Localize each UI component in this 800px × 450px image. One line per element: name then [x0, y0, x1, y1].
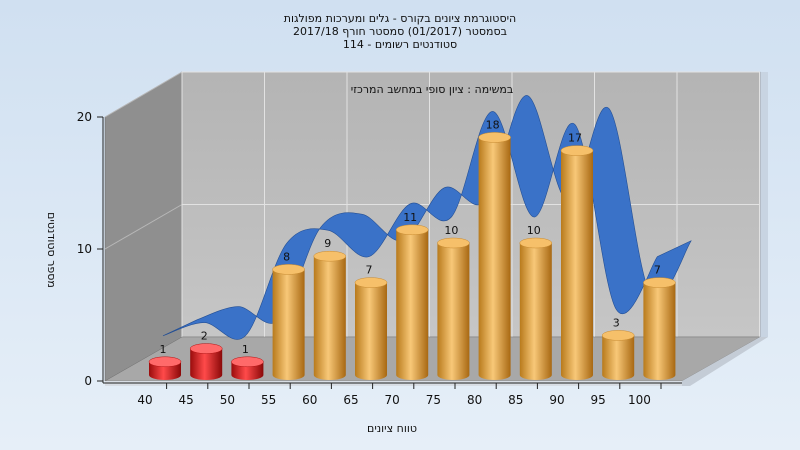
bar — [643, 277, 676, 380]
bars-group — [148, 132, 676, 380]
bar-top — [478, 132, 511, 143]
bar-top — [148, 356, 182, 368]
y-tick-label: 20 — [77, 110, 92, 124]
bar-body — [437, 243, 470, 380]
data-label: 10 — [444, 224, 458, 237]
data-label: 2 — [201, 330, 208, 343]
x-tick-label: 95 — [591, 393, 606, 407]
x-tick-label: 80 — [467, 393, 482, 407]
chart-title-line-1: היסטוגרמת ציונים בקורס - גלים ומערכות מפ… — [284, 12, 516, 25]
x-tick-label: 90 — [549, 393, 564, 407]
bar-top — [643, 277, 676, 288]
bar — [354, 277, 388, 380]
bar-top — [437, 237, 470, 249]
bar-top — [313, 250, 347, 262]
y-ticks-group: 0 10 20 — [77, 110, 103, 388]
bar — [189, 343, 223, 380]
bar-top — [560, 145, 594, 156]
data-label: 1 — [242, 343, 249, 356]
bar — [560, 145, 594, 380]
x-tick-label: 45 — [179, 393, 194, 407]
back-gridlines — [104, 71, 760, 337]
x-tick-label: 40 — [137, 393, 152, 407]
bar-body — [478, 137, 511, 380]
bar-body — [519, 243, 552, 380]
bar-body — [602, 335, 635, 380]
bar — [601, 330, 635, 380]
x-tick-label: 60 — [302, 393, 317, 407]
data-label: 7 — [654, 264, 661, 277]
bar-body — [272, 269, 305, 380]
x-tick-label: 55 — [261, 393, 276, 407]
x-tick-label: 75 — [426, 393, 441, 407]
bar — [231, 356, 264, 380]
data-label: 8 — [283, 250, 290, 263]
chart-subtitle: במשימה : ציון סופי במחשב המרכזי — [351, 83, 514, 96]
bar-top — [189, 343, 223, 354]
data-label: 10 — [527, 224, 541, 237]
bar-body — [561, 150, 593, 380]
y-tick-label: 0 — [84, 374, 92, 388]
plot-floor-right-edge — [682, 337, 768, 386]
x-tick-label: 65 — [343, 393, 358, 407]
plot-right-rim — [760, 72, 768, 341]
y-tick-label: 10 — [77, 242, 92, 256]
chart-title-line-3: סטודנטים רשומים - 114 — [343, 38, 457, 51]
y-axis-label: מספר סטודנטים — [45, 212, 58, 288]
bar-top — [272, 264, 305, 275]
data-label: 11 — [403, 211, 417, 224]
x-ticks-group: 40 45 50 55 60 65 70 75 80 85 90 95 100 — [137, 383, 662, 407]
bar — [313, 250, 347, 380]
x-tick-label: 70 — [385, 393, 400, 407]
chart-title-line-2: בסמסטר (01/2017) סמסטר חורף 2017/18 — [293, 25, 507, 38]
bar — [148, 356, 182, 380]
bar-body — [190, 348, 223, 380]
data-label: 3 — [613, 316, 620, 329]
data-label: 9 — [324, 237, 331, 250]
gridline-side — [104, 71, 183, 118]
x-tick-label: 100 — [628, 393, 651, 407]
bar-body — [355, 282, 387, 380]
bar-body — [313, 256, 346, 380]
data-label: 18 — [486, 118, 500, 131]
bar — [478, 132, 511, 380]
bar-top — [601, 330, 635, 341]
x-tick-label: 85 — [508, 393, 523, 407]
x-tick-label: 50 — [220, 393, 235, 407]
bar-top — [231, 356, 264, 368]
bar — [437, 237, 470, 380]
bar-top — [395, 224, 429, 236]
data-label: 7 — [366, 264, 373, 277]
bar-top — [354, 277, 388, 288]
bar-body — [396, 229, 429, 380]
bar — [519, 237, 553, 380]
gridline-side — [104, 204, 183, 250]
data-label: 17 — [568, 132, 582, 145]
bar-body — [643, 282, 676, 380]
data-label: 1 — [160, 343, 167, 356]
x-axis-label: טווח ציונים — [367, 422, 417, 435]
bar — [395, 224, 429, 380]
bar — [272, 264, 305, 380]
bar-top — [519, 237, 553, 249]
